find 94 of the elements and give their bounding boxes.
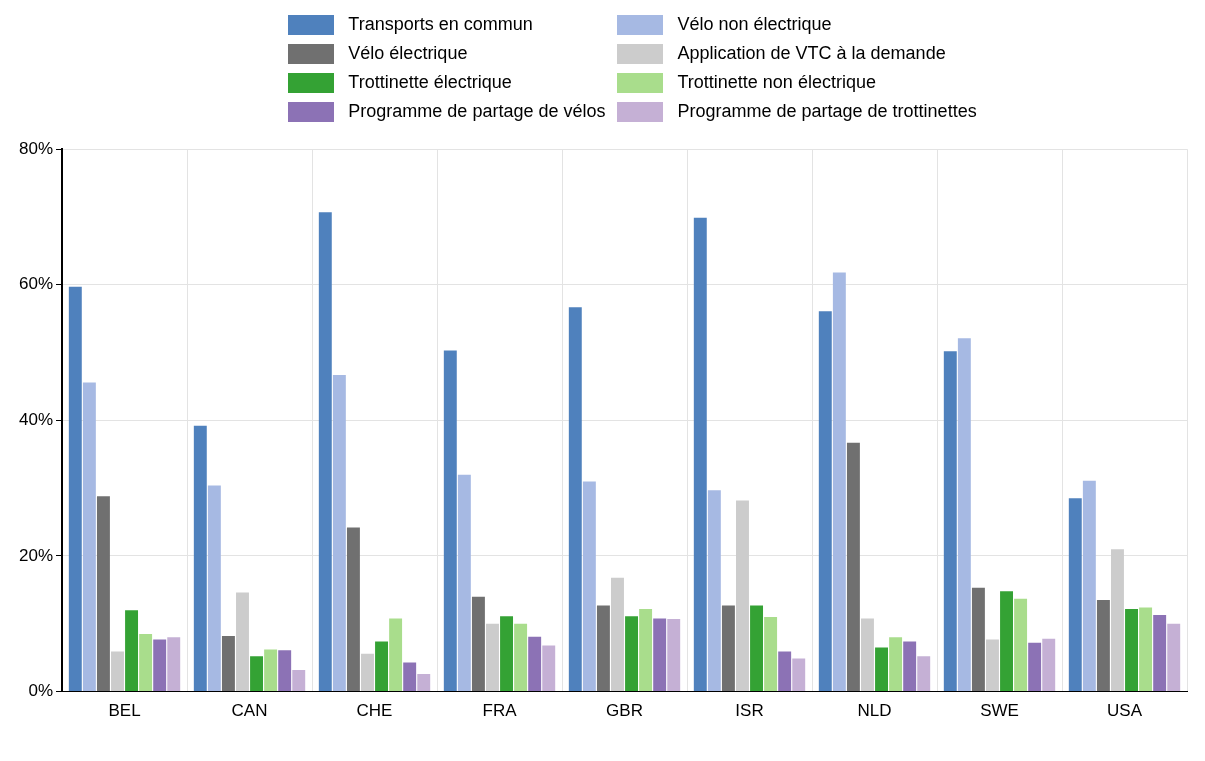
bar: [917, 656, 931, 692]
bar: [111, 651, 124, 692]
bar: [792, 658, 806, 692]
bar: [207, 485, 221, 692]
bar: [457, 474, 471, 692]
bar: [667, 619, 681, 692]
bar: [1000, 591, 1013, 692]
bar: [889, 637, 903, 692]
bar: [278, 650, 292, 692]
bar: [832, 272, 846, 692]
bar: [639, 608, 653, 692]
bar: [707, 490, 721, 692]
bar: [403, 662, 417, 692]
bar: [250, 656, 264, 692]
bar: [318, 212, 332, 692]
bar: [653, 618, 667, 692]
bar: [443, 350, 457, 692]
bar: [1028, 642, 1042, 692]
bar: [500, 616, 514, 692]
y-tick-label: 60%: [18, 274, 54, 294]
bar: [596, 605, 610, 692]
bar: [875, 647, 889, 692]
bar: [1014, 598, 1028, 692]
bar: [221, 636, 235, 692]
bar: [486, 623, 499, 692]
bar: [125, 610, 139, 692]
y-tick-label: 0%: [28, 681, 54, 701]
bar: [903, 641, 917, 692]
bar: [332, 374, 346, 692]
bar: [417, 673, 431, 692]
bar: [943, 351, 957, 692]
bar: [1139, 607, 1153, 692]
bar: [167, 637, 181, 692]
y-tick-label: 80%: [18, 138, 54, 158]
bar: [1082, 480, 1096, 692]
bar: [1111, 549, 1124, 692]
x-tick-label: ISR: [735, 701, 764, 721]
bar: [389, 618, 403, 692]
bar: [82, 382, 96, 692]
legend-label: Programme de partage de vélos: [348, 101, 606, 122]
legend-label: Programme de partage de trottinettes: [677, 101, 977, 122]
bar: [471, 596, 485, 692]
y-tick-label: 40%: [18, 410, 54, 430]
bar: [764, 617, 778, 692]
bar: [528, 636, 542, 692]
bar: [264, 649, 278, 692]
bar: [514, 623, 528, 692]
bar: [1153, 614, 1167, 692]
bar: [818, 311, 832, 692]
bar: [846, 442, 860, 692]
bar: [1068, 498, 1082, 692]
bar: [153, 639, 167, 692]
y-tick-label: 20%: [18, 545, 54, 565]
bar: [1042, 638, 1056, 692]
bar: [986, 639, 999, 692]
x-tick-label: CAN: [231, 701, 268, 721]
bar: [542, 645, 556, 692]
bar: [346, 527, 360, 692]
bar: [625, 616, 639, 692]
x-tick-label: SWE: [980, 701, 1019, 721]
bar: [750, 605, 764, 692]
x-tick-label: NLD: [857, 701, 892, 721]
bar: [721, 605, 735, 692]
bar: [96, 496, 110, 692]
x-tick-label: USA: [1107, 701, 1143, 721]
bar: [611, 577, 624, 692]
bar: [1167, 623, 1181, 692]
legend-label: Application de VTC à la demande: [677, 43, 946, 64]
bar: [68, 286, 82, 692]
bar: [693, 217, 707, 692]
bar: [582, 481, 596, 692]
x-tick-label: GBR: [606, 701, 643, 721]
legend-label: Vélo non électrique: [677, 14, 832, 35]
legend-label: Trottinette électrique: [348, 72, 512, 93]
x-tick-label: FRA: [482, 701, 518, 721]
legend-label: Transports en commun: [348, 14, 533, 35]
bar: [971, 587, 985, 692]
bar: [361, 653, 374, 692]
x-tick-label: BEL: [108, 701, 141, 721]
bar: [736, 500, 749, 692]
bar: [139, 633, 153, 692]
bar: [375, 641, 389, 692]
bar: [236, 592, 249, 692]
bar: [1096, 600, 1110, 692]
bar: [957, 338, 971, 692]
legend-label: Vélo électrique: [348, 43, 468, 64]
bar: [861, 618, 874, 692]
legend-label: Trottinette non électrique: [677, 72, 876, 93]
bar: [193, 425, 207, 692]
bar: [778, 651, 792, 692]
bar: [1125, 608, 1138, 692]
x-tick-label: CHE: [356, 701, 393, 721]
bar: [568, 307, 582, 692]
bar: [292, 669, 306, 692]
